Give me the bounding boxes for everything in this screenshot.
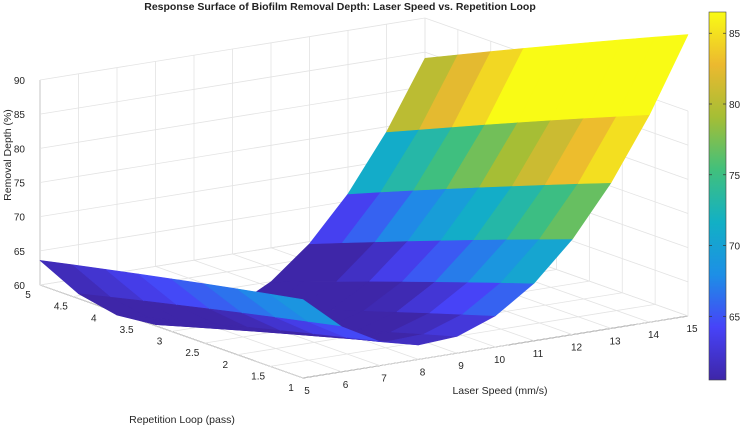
y-tick-label: 2.5 (185, 348, 199, 359)
x-tick-label: 14 (648, 330, 660, 341)
x-tick-label: 13 (609, 336, 621, 347)
y-tick-label: 1 (288, 383, 294, 394)
z-tick-label: 75 (14, 179, 26, 190)
colorbar (708, 11, 727, 381)
y-axis-label: Repetition Loop (pass) (129, 414, 235, 426)
colorbar-ticks: 65 70 75 80 85 (709, 29, 741, 323)
wall-grid-line (39, 120, 426, 183)
colorbar-tick-label: 70 (729, 242, 741, 253)
x-tick-label: 7 (381, 374, 387, 385)
z-tick-label: 90 (14, 76, 26, 87)
colorbar-tick-label: 85 (729, 29, 741, 40)
y-tick-labels: 1 1.5 2 2.5 3 3.5 4 4.5 5 (25, 290, 294, 394)
z-tick-label: 70 (14, 213, 26, 224)
y-tick-label: 4 (91, 313, 97, 324)
x-tick-label: 15 (686, 324, 698, 335)
y-tick-label: 2 (222, 360, 228, 371)
wall-grid-line (39, 17, 426, 81)
x-tick-label: 12 (571, 343, 583, 354)
x-tick-label: 8 (420, 367, 426, 378)
x-axis-label: Laser Speed (mm/s) (452, 385, 547, 397)
y-tick-label: 3 (157, 337, 163, 348)
surface (39, 34, 689, 346)
colorbar-tick-label: 75 (729, 171, 741, 182)
colorbar-tick-label: 65 (729, 312, 741, 323)
y-tick-label: 4.5 (54, 302, 68, 313)
x-tick-label: 10 (494, 355, 506, 366)
z-tick-label: 85 (14, 110, 26, 121)
z-tick-labels: 60 65 70 75 80 85 90 (14, 76, 26, 292)
floor-grid-line (302, 315, 689, 379)
z-tick-label: 80 (14, 144, 26, 155)
x-tick-label: 5 (304, 386, 310, 397)
wall-grid-line (39, 154, 426, 218)
x-tick-label: 9 (458, 361, 464, 372)
x-tick-label: 11 (533, 349, 544, 360)
surface-patch (616, 34, 689, 117)
colorbar-tick-label: 80 (729, 100, 741, 111)
y-tick-label: 5 (25, 290, 31, 301)
z-tick-label: 60 (14, 281, 26, 292)
x-tick-labels: 5 6 7 8 9 10 11 12 13 14 15 (304, 324, 698, 397)
wall-grid-line (39, 85, 426, 149)
wall-grid-line (39, 51, 426, 115)
y-tick-label: 1.5 (251, 371, 265, 382)
chart-title: Response Surface of Biofilm Removal Dept… (144, 1, 536, 13)
z-axis-label: Removal Depth (%) (2, 109, 14, 201)
x-tick-label: 6 (343, 380, 349, 391)
z-tick-label: 65 (14, 247, 26, 258)
floor-grid-line (270, 303, 656, 367)
y-tick-label: 3.5 (120, 325, 134, 336)
